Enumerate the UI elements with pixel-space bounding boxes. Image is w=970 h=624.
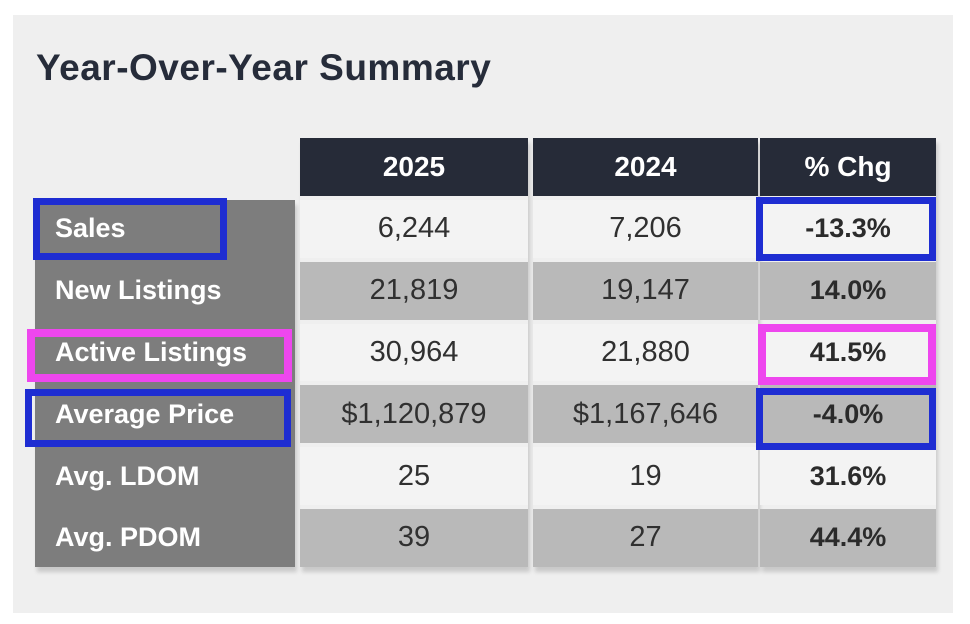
highlight-box-active-listings-pct <box>758 324 936 385</box>
page-title: Year-Over-Year Summary <box>36 47 492 88</box>
cell-avg-pdom-pct: 44.4% <box>760 508 936 567</box>
highlight-box-sales-label <box>33 198 227 260</box>
highlight-box-sales-pct <box>756 197 936 261</box>
cell-new-listings-2025: 21,819 <box>300 261 528 320</box>
row-label-avg-ldom: Avg. LDOM <box>55 460 200 491</box>
cell-average-price-2025: $1,120,879 <box>300 385 528 444</box>
cell-sales-2025: 6,244 <box>300 200 528 258</box>
cell-new-listings-pct: 14.0% <box>760 261 936 320</box>
row-label-new-listings: New Listings <box>55 275 222 306</box>
highlight-box-active-listings-label <box>27 329 292 382</box>
cell-avg-ldom-2025: 25 <box>300 447 528 505</box>
highlight-box-average-price-label <box>25 389 291 447</box>
column-header-2025: 2025 <box>300 138 528 196</box>
row-label-column: Sales New Listings Active Listings Avera… <box>35 200 295 567</box>
cell-sales-2024: 7,206 <box>533 200 758 258</box>
cell-active-listings-2025: 30,964 <box>300 323 528 382</box>
column-2025: 2025 6,244 21,819 30,964 $1,120,879 25 3… <box>300 138 528 567</box>
highlight-box-average-price-pct <box>756 388 936 450</box>
summary-panel: Year-Over-Year Summary Sales New Listing… <box>13 15 953 613</box>
cell-active-listings-2024: 21,880 <box>533 323 758 382</box>
cell-average-price-pct: -4.0% <box>760 385 936 444</box>
row-label-avg-pdom: Avg. PDOM <box>55 522 202 553</box>
column-pct-chg: % Chg -13.3% 14.0% 41.5% -4.0% 31.6% 44.… <box>760 138 936 567</box>
cell-active-listings-pct: 41.5% <box>760 323 936 382</box>
column-header-pct-chg: % Chg <box>760 138 936 196</box>
cell-avg-ldom-2024: 19 <box>533 447 758 505</box>
cell-new-listings-2024: 19,147 <box>533 261 758 320</box>
row-label-average-price: Average Price <box>55 398 235 429</box>
cell-avg-ldom-pct: 31.6% <box>760 447 936 505</box>
row-label-active-listings: Active Listings <box>55 336 248 367</box>
cell-average-price-2024: $1,167,646 <box>533 385 758 444</box>
cell-avg-pdom-2024: 27 <box>533 508 758 567</box>
column-2024: 2024 7,206 19,147 21,880 $1,167,646 19 2… <box>533 138 758 567</box>
row-label-sales: Sales <box>55 213 126 244</box>
cell-sales-pct: -13.3% <box>760 200 936 258</box>
cell-avg-pdom-2025: 39 <box>300 508 528 567</box>
column-header-2024: 2024 <box>533 138 758 196</box>
